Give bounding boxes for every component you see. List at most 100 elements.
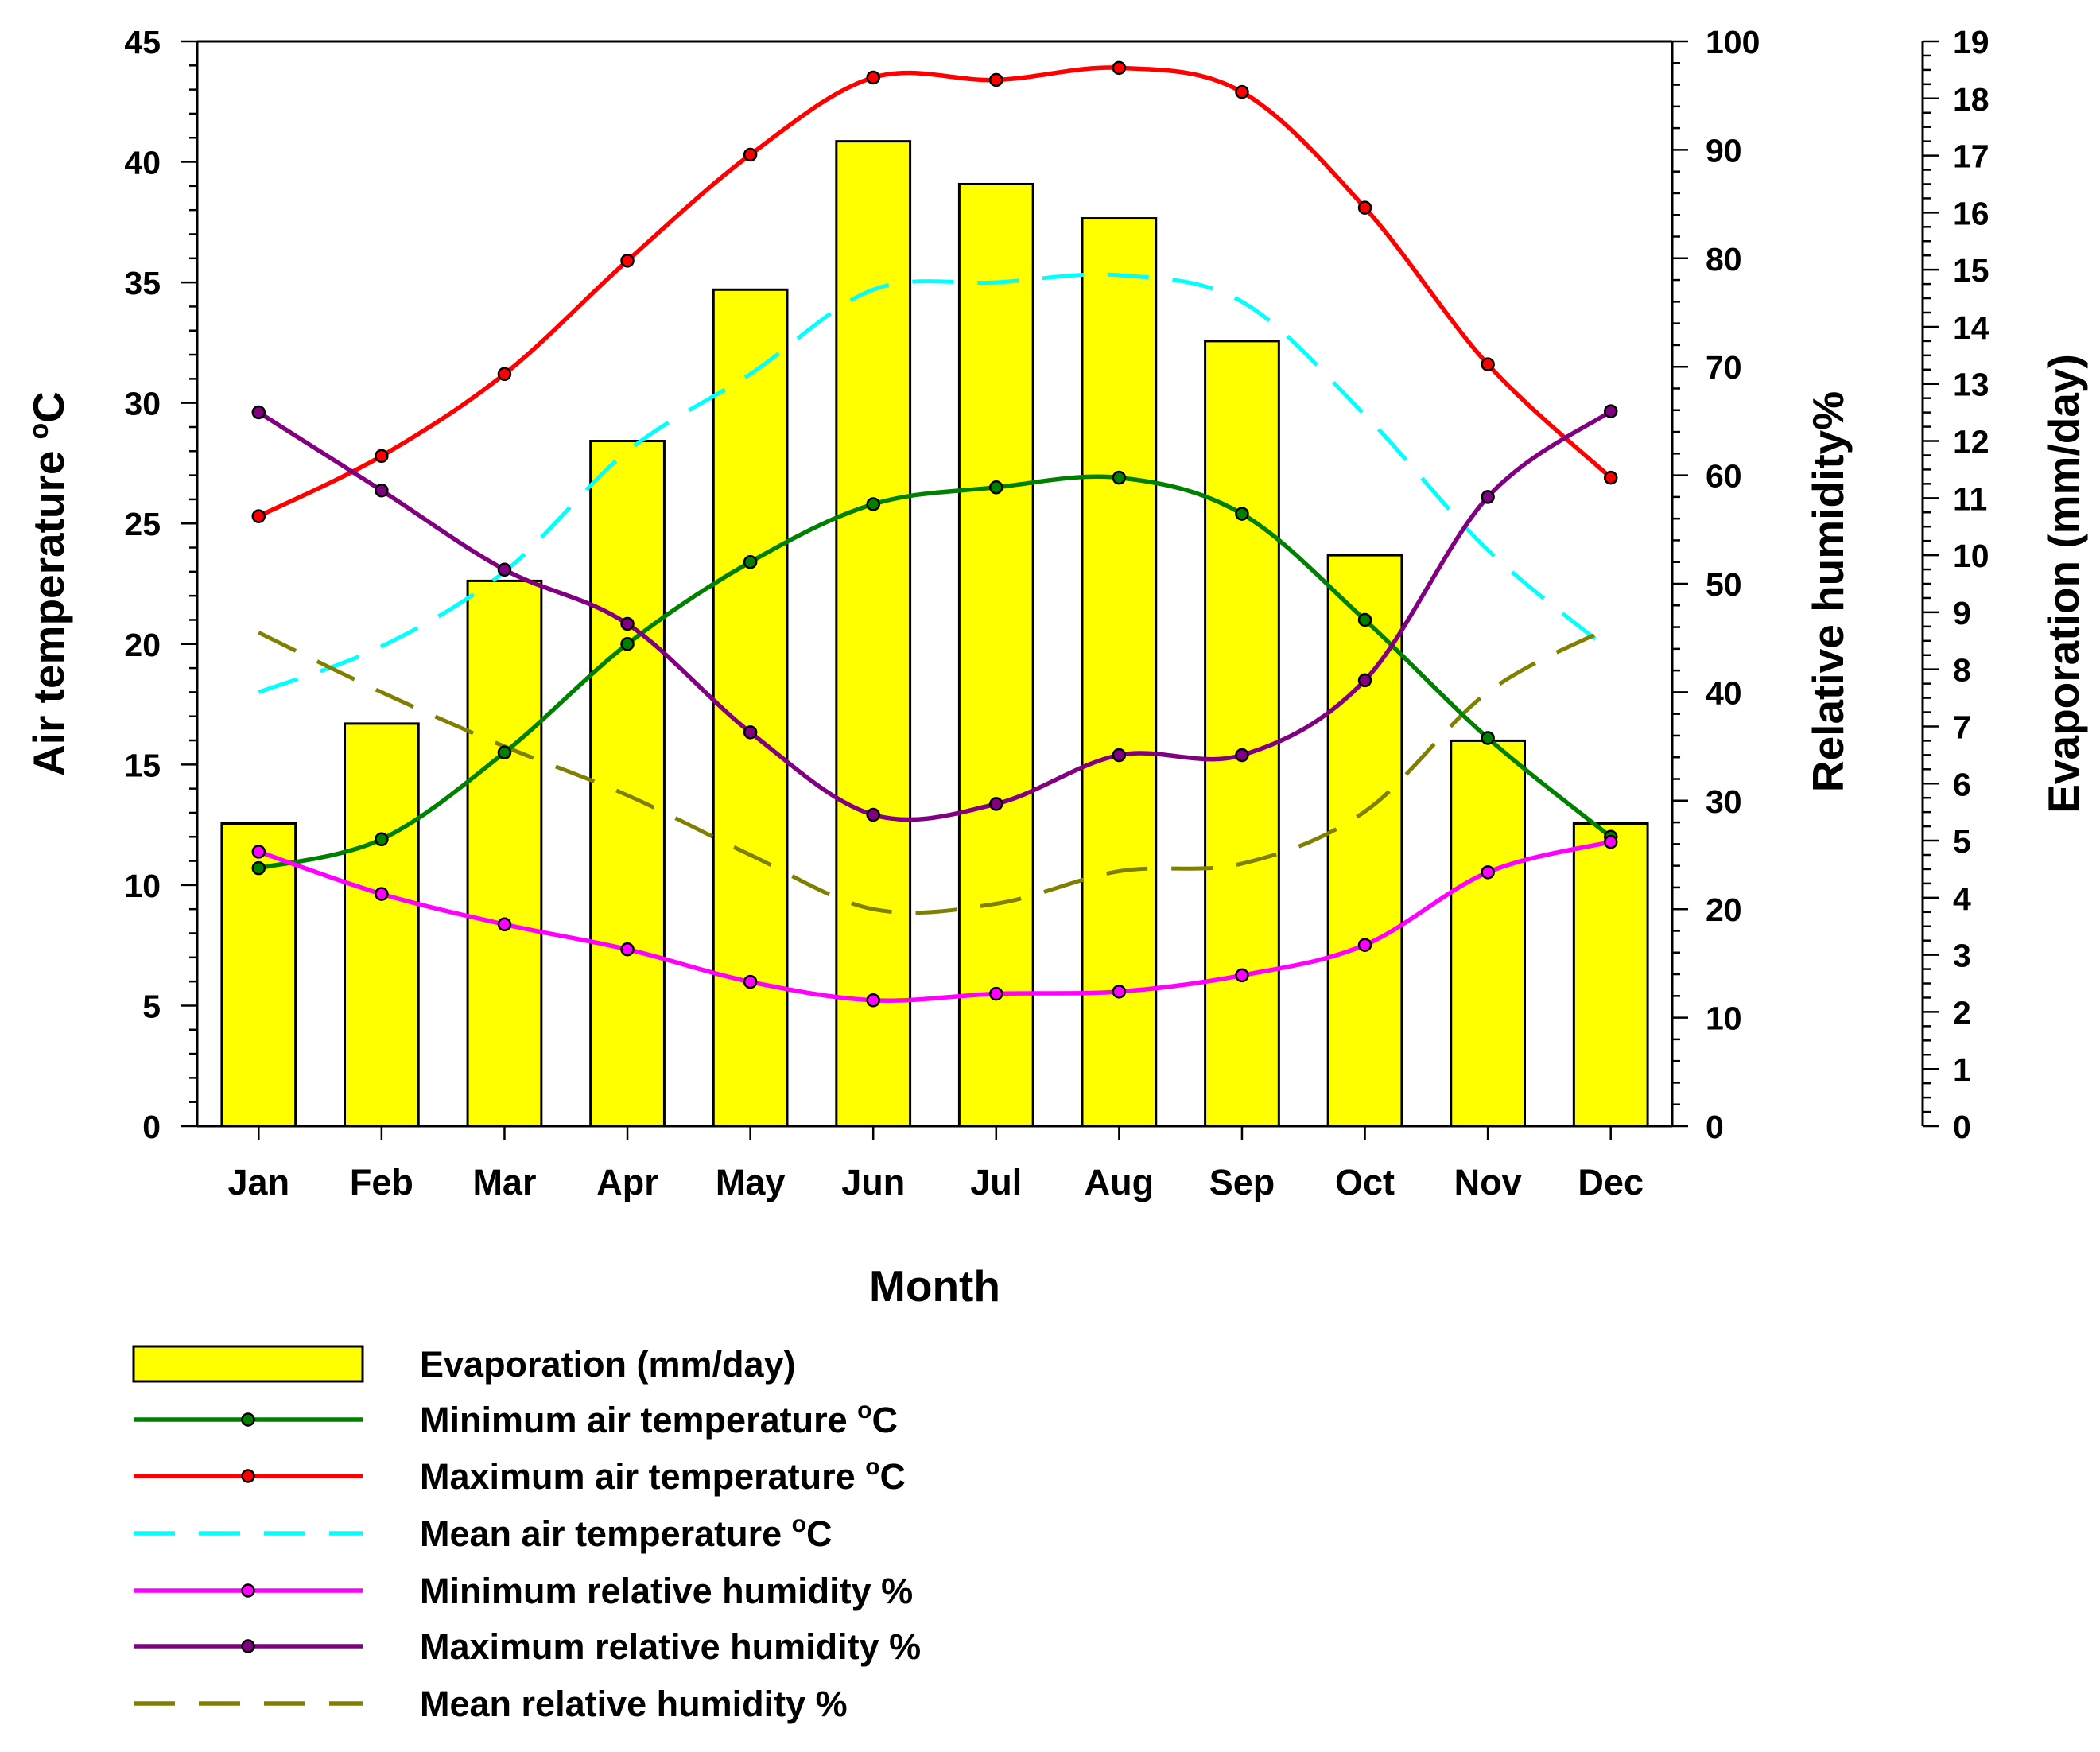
evaporation-tick-label: 11 [1953,480,1987,517]
evaporation-bar-jun [835,140,912,1128]
series-point-tmin-apr [620,637,635,651]
evaporation-tick-label: 10 [1953,538,1989,574]
evaporation-tick-label: 14 [1953,309,1989,346]
left-tick-label: 30 [124,386,161,422]
legend-label-degree: o [792,1511,806,1537]
legend-label-tmin: Minimum air temperature oC [420,1397,898,1440]
humidity-tick-label: 100 [1706,24,1760,60]
series-point-tmax-oct [1357,200,1372,215]
left-tick-label: 45 [124,24,161,60]
evaporation-bar-nov [1450,739,1526,1128]
evaporation-bar-aug [1081,217,1158,1128]
series-point-rhmin-apr [620,942,635,957]
evaporation-tick-label: 15 [1953,252,1989,289]
humidity-tick-label: 30 [1706,783,1742,820]
axes: 0510152025303540450102030405060708090100… [124,24,1989,1202]
legend-label-rhmean: Mean relative humidity % [420,1684,848,1724]
left-axis-title-text: Air temperature [24,450,73,776]
series-point-rhmin-oct [1357,938,1372,952]
x-tick-label-mar: Mar [472,1162,536,1202]
x-axis-title: Month [869,1261,1000,1311]
series-point-tmin-jan [251,860,266,876]
evaporation-bar-sep [1204,340,1280,1128]
legend-label-text: Mean relative humidity % [420,1684,848,1724]
series-point-rhmax-aug [1112,748,1127,763]
series-point-rhmin-dec [1603,834,1618,849]
series-point-tmax-jun [866,70,880,85]
humidity-tick-label: 80 [1706,241,1742,278]
evaporation-tick-label: 3 [1953,938,1971,974]
evaporation-tick-label: 0 [1953,1109,1971,1145]
series-point-rhmax-sep [1235,748,1249,763]
evaporation-tick-label: 4 [1953,880,1971,917]
series-point-rhmax-jul [989,797,1003,811]
series-point-rhmax-dec [1603,404,1618,418]
series-point-rhmin-mar [497,917,512,932]
legend: Evaporation (mm/day) Minimum air temperat… [132,1344,921,1724]
series-point-rhmin-jun [866,993,880,1008]
evaporation-bar-feb [344,722,420,1128]
left-axis-title-degree: o [24,423,54,440]
legend-label-unit: C [880,1456,906,1497]
humidity-tick-label: 90 [1706,132,1742,169]
legend-label-text: Mean air temperature [420,1513,792,1554]
legend-label-degree: o [857,1397,871,1424]
evaporation-tick-label: 6 [1953,766,1971,802]
x-tick-label-sep: Sep [1209,1162,1275,1202]
legend-label-evap: Evaporation (mm/day) [420,1344,796,1385]
left-tick-label: 35 [124,265,161,301]
left-tick-label: 40 [124,145,161,181]
legend-label-rhmax: Maximum relative humidity % [420,1626,921,1667]
evaporation-tick-label: 9 [1953,595,1971,631]
legend-label-text: Minimum relative humidity % [420,1571,913,1611]
series-point-rhmin-sep [1235,968,1249,983]
evaporation-bar-mar [466,579,543,1128]
legend-label-unit: C [871,1400,898,1440]
evaporation-tick-label: 5 [1953,823,1971,860]
series-point-rhmin-jan [251,845,266,859]
series-point-rhmax-oct [1357,673,1372,688]
series-line-rhmin [258,839,1612,1003]
humidity-axis-title: Relative humidity% [1803,391,1853,792]
series-point-rhmax-jan [251,405,266,420]
series-point-tmin-aug [1112,470,1127,485]
left-axis-title: Air temperature oC [24,391,73,776]
left-tick-label: 15 [124,747,161,783]
series-point-rhmax-may [743,725,758,740]
series-lines [251,60,1618,1008]
legend-label-tmax: Maximum air temperature oC [420,1454,906,1497]
x-tick-label-feb: Feb [350,1162,413,1202]
evaporation-tick-label: 16 [1953,195,1989,231]
legend-label-tmean: Mean air temperature oC [420,1511,833,1554]
series-line-tmin [258,474,1613,871]
humidity-tick-label: 20 [1706,892,1742,928]
legend-label-degree: o [865,1454,879,1480]
series-point-rhmin-nov [1481,865,1495,880]
x-tick-label-jan: Jan [228,1162,290,1202]
x-tick-label-apr: Apr [596,1162,658,1202]
evaporation-axis-title: Evaporation (mm/day) [2039,354,2088,814]
evaporation-bars [220,140,1649,1128]
x-tick-label-oct: Oct [1335,1162,1395,1202]
evaporation-tick-label: 7 [1953,709,1971,745]
legend-marker-rhmin [241,1583,255,1598]
evaporation-tick-label: 13 [1953,367,1989,403]
series-point-rhmin-aug [1112,985,1127,999]
left-axis-title-unit: C [24,391,73,423]
series-point-rhmax-apr [620,616,635,631]
humidity-tick-label: 50 [1706,566,1742,603]
legend-label-text: Minimum air temperature [420,1400,857,1440]
series-point-tmax-feb [375,449,389,464]
evaporation-tick-label: 17 [1953,138,1989,175]
series-point-tmax-jul [989,72,1003,87]
series-point-tmax-sep [1235,84,1249,99]
evaporation-tick-label: 12 [1953,424,1989,460]
series-point-tmin-mar [497,745,512,759]
humidity-tick-label: 10 [1706,1000,1742,1037]
legend-label-unit: C [806,1513,833,1554]
series-point-tmax-apr [620,254,635,268]
x-tick-label-jun: Jun [841,1162,905,1202]
humidity-tick-label: 40 [1706,674,1742,711]
evaporation-tick-label: 1 [1953,1051,1971,1088]
